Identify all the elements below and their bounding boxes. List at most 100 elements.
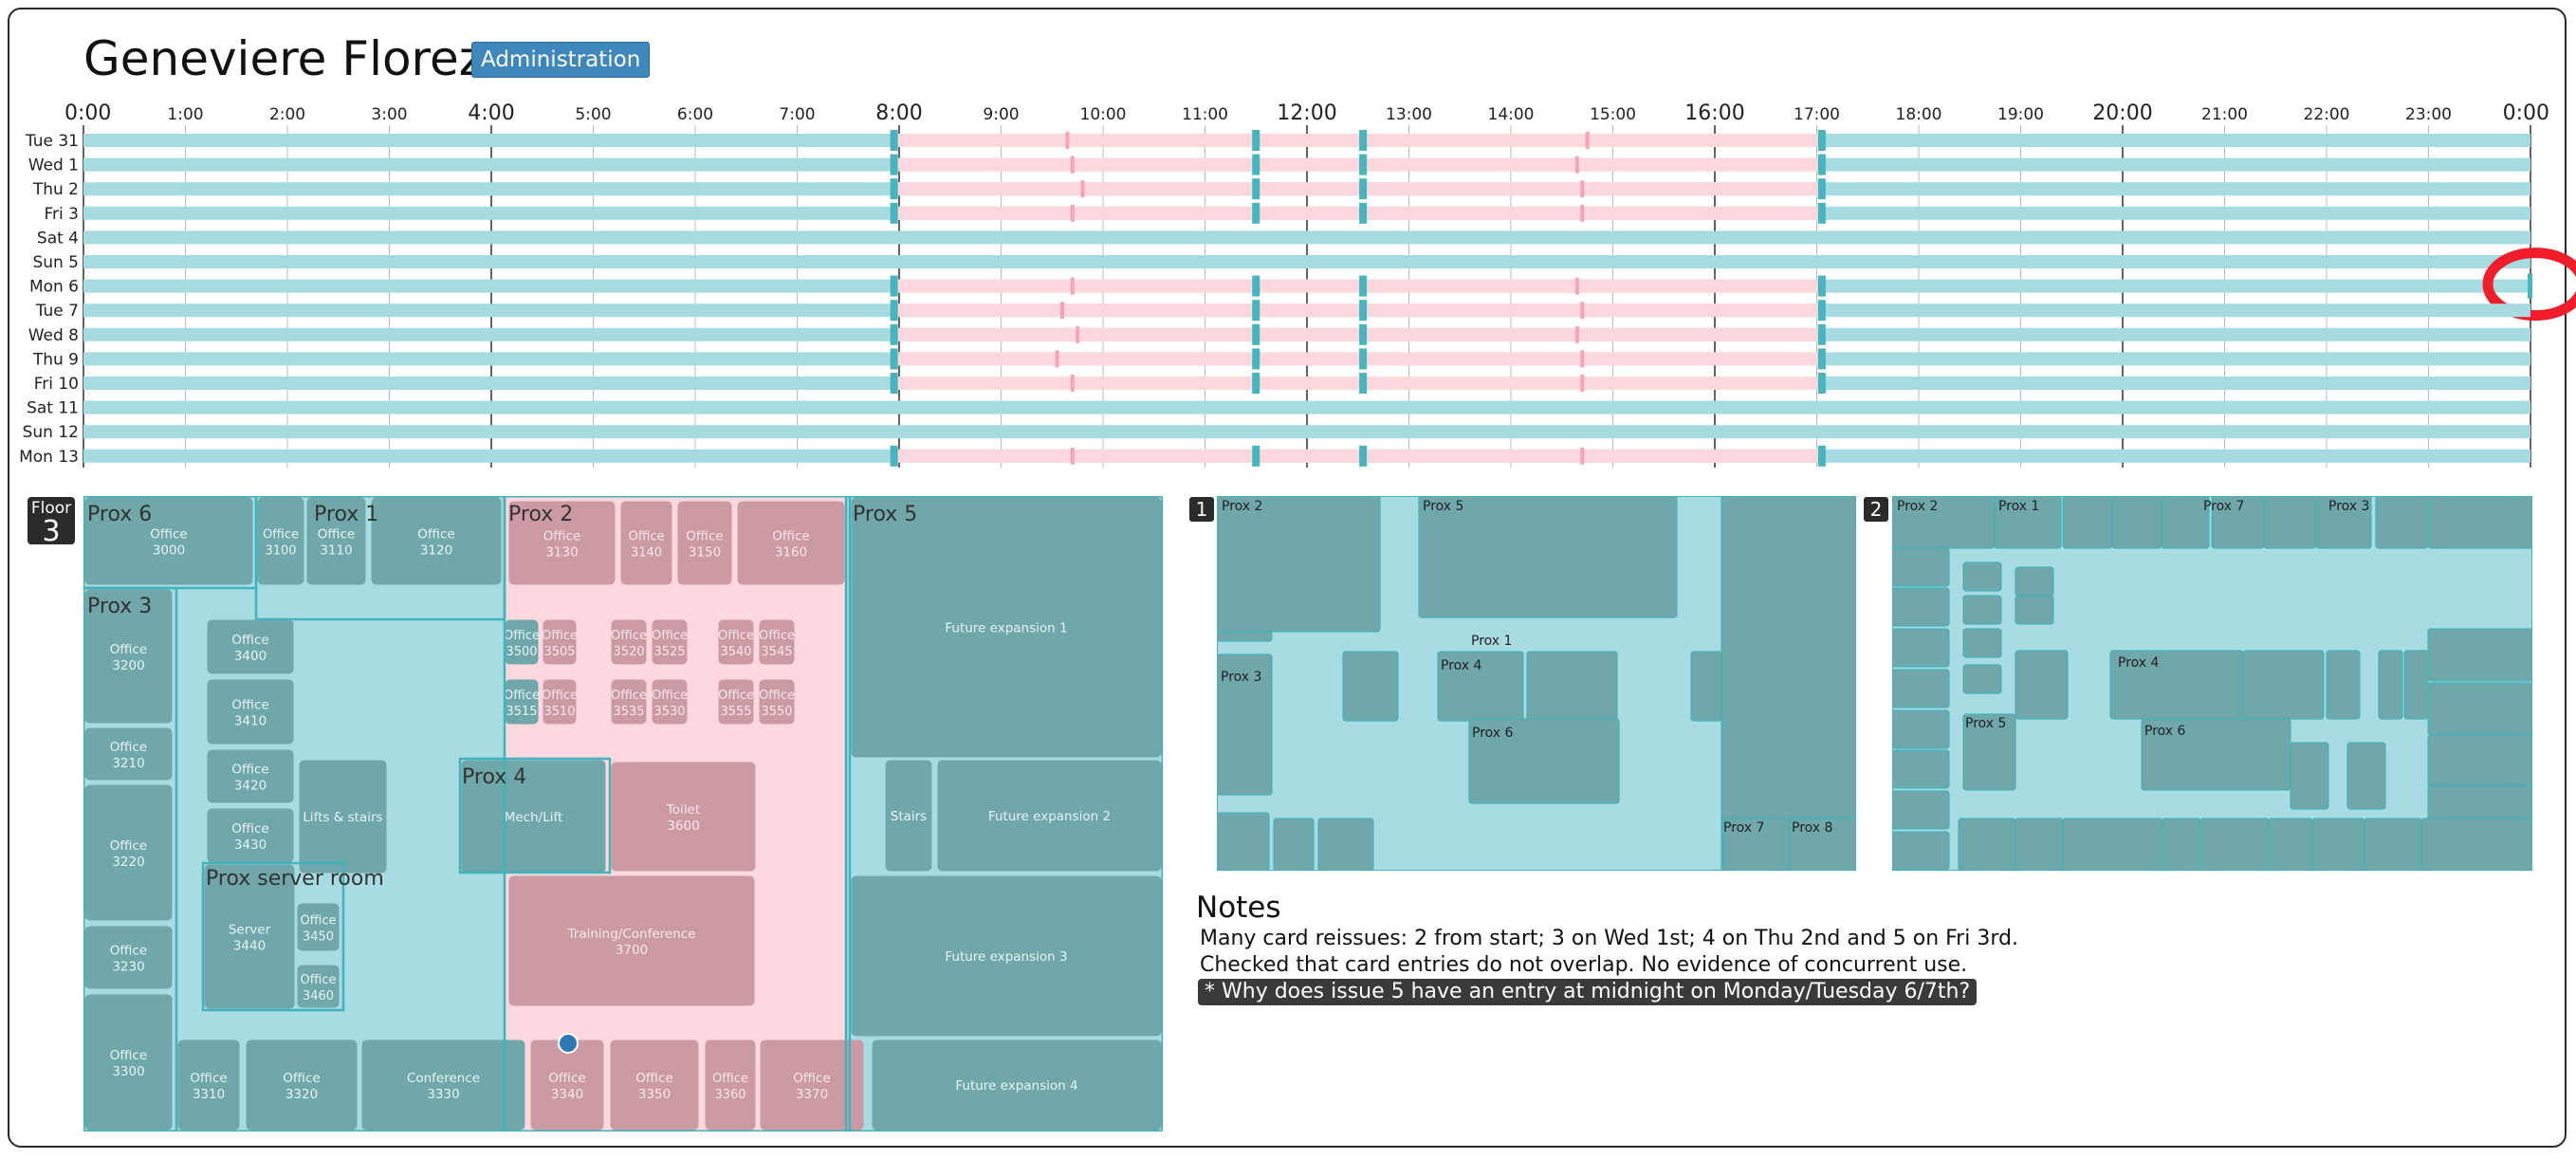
mini-zone-label: Prox 8	[1792, 820, 1832, 836]
movement-tick	[1580, 180, 1585, 198]
mini-room	[1217, 496, 1381, 633]
mini-room	[2427, 734, 2532, 788]
entry-marker	[1817, 275, 1826, 297]
room	[760, 1039, 864, 1131]
mini-room	[2378, 650, 2403, 720]
entry-marker	[1252, 348, 1260, 370]
mini-room	[1217, 631, 1273, 642]
hour-label: 13:00	[1386, 105, 1432, 124]
mini-room	[2403, 650, 2429, 720]
floor-plan-main[interactable]: Office3000Office3100Office3110Office3120…	[83, 496, 1163, 1131]
floor-selector-tag[interactable]: Floor 3	[28, 497, 75, 546]
mini-room	[2199, 818, 2270, 871]
department-badge[interactable]: Administration	[471, 42, 651, 78]
mini-room	[2315, 496, 2372, 549]
room	[937, 760, 1162, 872]
room	[177, 1039, 240, 1131]
room	[530, 1039, 604, 1131]
entry-marker	[890, 130, 898, 151]
mini-room	[1317, 818, 1374, 871]
room	[611, 762, 756, 872]
mini-room	[1892, 628, 1950, 668]
mini-room	[1892, 669, 1950, 708]
mini-room	[1892, 831, 1950, 871]
hour-label: 8:00	[875, 101, 922, 125]
entry-marker	[890, 445, 898, 467]
floor-tag-label: Floor	[30, 499, 72, 518]
movement-tick	[1574, 156, 1579, 174]
room-name: Office	[504, 629, 540, 643]
in-building-span	[893, 377, 1822, 390]
movement-tick	[1580, 302, 1585, 320]
room-name: Lifts & stairs	[303, 810, 382, 825]
room-name: Future expansion 4	[955, 1078, 1077, 1094]
mini-room	[2263, 496, 2317, 549]
room	[652, 679, 688, 725]
room-name: Office	[231, 698, 268, 713]
room-number: 3550	[761, 705, 792, 719]
room-name: Office	[635, 1071, 672, 1086]
room-number: 3420	[234, 779, 267, 794]
mini-map-1-tag[interactable]: 1	[1189, 497, 1214, 522]
mini-room	[2062, 818, 2163, 871]
room-name: Stairs	[891, 809, 927, 824]
movement-tick	[1055, 350, 1059, 368]
room	[611, 679, 647, 725]
mini-room	[1962, 664, 2002, 694]
mini-map-2-tag[interactable]: 2	[1864, 497, 1888, 522]
room	[718, 679, 754, 725]
room-number: 3310	[193, 1087, 225, 1102]
mini-room	[2427, 682, 2532, 736]
mini-room	[1892, 749, 1950, 789]
floor-plan-mini-2[interactable]: Prox 2 Prox 1 Prox 7 Prox 3 Prox 4 Prox 5 Prox…	[1892, 496, 2532, 871]
in-building-span	[893, 157, 1822, 172]
hour-label: 15:00	[1590, 105, 1636, 124]
mini-room	[2015, 650, 2069, 720]
room	[611, 619, 647, 665]
room-number: 3100	[265, 544, 296, 559]
mini-room	[1962, 628, 2002, 658]
room	[84, 926, 173, 989]
room-name: Office	[417, 527, 454, 543]
hour-label: 23:00	[2405, 105, 2452, 124]
mini-zone-label: Prox 7	[2203, 499, 2244, 514]
movement-tick	[1574, 325, 1579, 343]
room	[508, 875, 755, 1006]
mini-room	[1994, 496, 2062, 549]
room-number: 3330	[427, 1087, 459, 1102]
day-label: Wed 8	[28, 326, 79, 345]
room	[505, 679, 539, 725]
entry-marker	[1252, 300, 1260, 322]
midnight-entry-marker	[2528, 273, 2532, 299]
room-number: 3430	[234, 837, 267, 853]
mini-zone-label: Prox 1	[1471, 634, 1512, 649]
room-name: Mech/Lift	[505, 810, 563, 825]
mini-zone-label: Prox 2	[1222, 499, 1262, 514]
movement-tick	[1574, 277, 1579, 295]
prox-zone-label: Prox 2	[508, 503, 573, 526]
mini-room	[1892, 547, 1950, 587]
hour-label: 11:00	[1182, 105, 1228, 124]
room-number: 3440	[233, 939, 266, 954]
room	[851, 875, 1162, 1037]
room-name: Office	[548, 1071, 585, 1086]
room	[652, 619, 688, 665]
room-number: 3140	[631, 546, 662, 561]
mini-zone-label: Prox 3	[2328, 499, 2369, 514]
room-number: 3350	[638, 1087, 671, 1102]
day-label: Wed 1	[28, 156, 79, 175]
room	[361, 1039, 525, 1131]
mini-room	[1217, 812, 1270, 871]
room	[872, 1039, 1162, 1131]
day-bar	[83, 425, 2530, 439]
room	[207, 749, 294, 803]
floor-plan-mini-1[interactable]: Prox 2 Prox 5 Prox 1 Prox 3 Prox 4 Prox 6 Prox…	[1217, 496, 1856, 871]
day-bar	[83, 255, 2530, 268]
mini-zone-label: Prox 6	[1472, 726, 1514, 741]
movement-tick	[1080, 180, 1085, 198]
room	[677, 501, 732, 585]
room-number: 3540	[720, 645, 751, 659]
prox-zone-label: Prox 4	[462, 765, 526, 789]
movement-tick	[1070, 277, 1075, 295]
timeline-chart[interactable]: 0:00 1:00 2:00 3:00 4:00 5:00 6:00 7:00 8:00 9:00…	[0, 90, 2576, 479]
